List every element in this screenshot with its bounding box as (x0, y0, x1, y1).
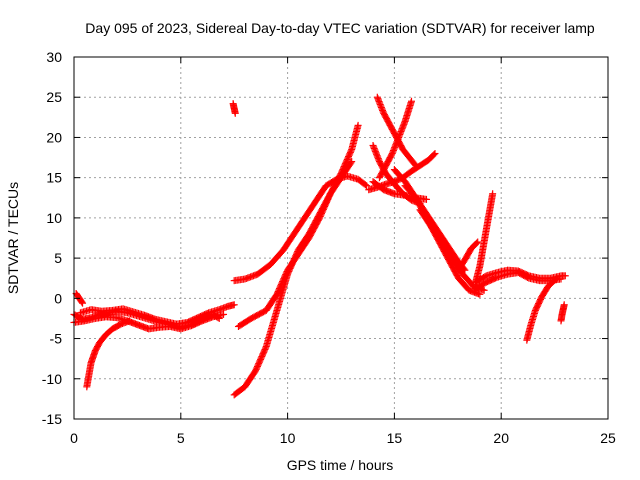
y-tick-label: 30 (46, 49, 62, 65)
data-point (552, 275, 560, 283)
data-point (430, 151, 438, 159)
data-point (553, 274, 561, 282)
data-point (480, 286, 488, 294)
data-point (561, 272, 569, 280)
data-point (361, 181, 369, 189)
y-tick-label: -10 (42, 371, 62, 387)
x-axis-label: GPS time / hours (287, 457, 394, 473)
data-points (70, 93, 569, 399)
y-tick-label: -5 (50, 331, 63, 347)
chart-title: Day 095 of 2023, Sidereal Day-to-day VTE… (85, 20, 595, 36)
data-point (230, 301, 238, 309)
data-point (79, 299, 87, 307)
data-point (560, 301, 568, 309)
x-tick-label: 20 (493, 430, 509, 446)
y-tick-label: 10 (46, 210, 62, 226)
x-tick-label: 5 (177, 430, 185, 446)
data-point (348, 158, 356, 166)
data-point (231, 109, 239, 117)
data-point (363, 182, 371, 190)
y-tick-label: -15 (42, 411, 62, 427)
y-tick-label: 15 (46, 170, 62, 186)
data-point (431, 150, 439, 158)
data-point (422, 195, 430, 203)
x-tick-label: 10 (280, 430, 296, 446)
x-tick-label: 25 (600, 430, 616, 446)
data-point (78, 298, 86, 306)
plot-frame (73, 56, 609, 420)
data-point (474, 238, 482, 246)
data-point (473, 239, 481, 247)
data-point (347, 159, 355, 167)
data-point (489, 190, 497, 198)
y-tick-label: 0 (54, 290, 62, 306)
data-point (220, 310, 228, 318)
y-tick-label: 25 (46, 89, 62, 105)
data-point (354, 121, 362, 129)
y-tick-label: 5 (54, 250, 62, 266)
y-tick-label: 20 (46, 129, 62, 145)
x-tick-label: 15 (387, 430, 403, 446)
grid (74, 57, 608, 419)
y-axis-label: SDTVAR / TECUs (5, 182, 21, 294)
data-point (126, 317, 134, 325)
data-point (407, 97, 415, 105)
axis-ticks: -15 -10 -5 0 5 10 15 20 25 30 0 5 10 15 20 25 (42, 49, 616, 446)
x-tick-label: 0 (70, 430, 78, 446)
